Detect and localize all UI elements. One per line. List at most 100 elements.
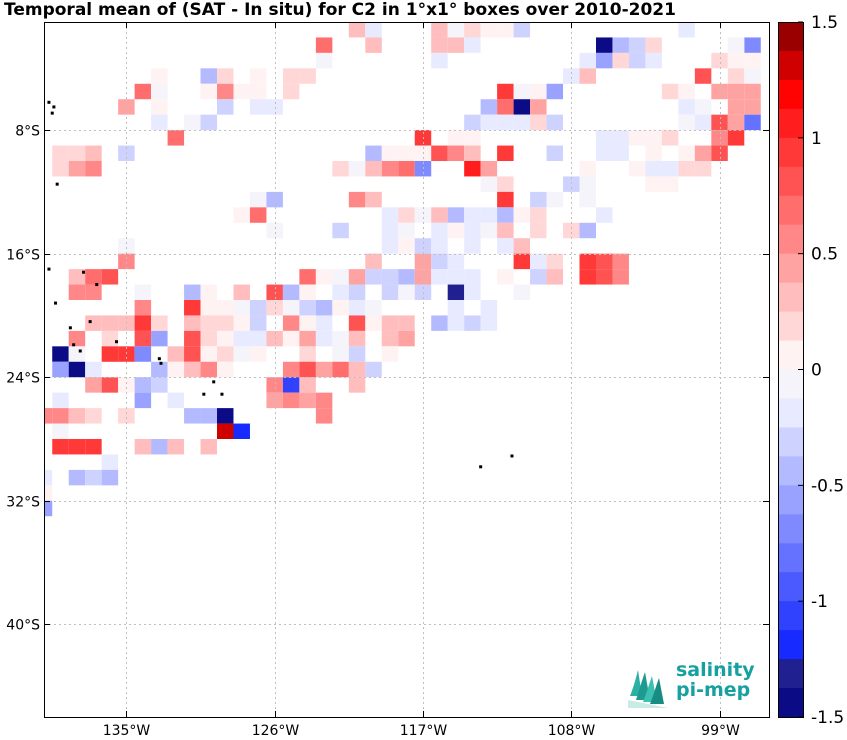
data-cell <box>332 284 349 300</box>
data-cell <box>431 315 448 331</box>
data-cell <box>282 284 300 300</box>
data-cell <box>217 330 234 347</box>
data-cell <box>579 253 596 270</box>
data-cell <box>85 145 102 161</box>
data-cell <box>299 346 316 362</box>
data-cell <box>595 130 613 146</box>
data-cell <box>480 207 498 223</box>
data-cell <box>711 52 728 69</box>
data-cell <box>464 114 481 131</box>
data-cell <box>266 191 283 208</box>
data-cell <box>299 330 316 347</box>
data-cell <box>431 269 448 285</box>
data-cell <box>513 99 531 115</box>
data-cell <box>447 130 465 146</box>
data-cell <box>711 130 728 146</box>
data-cell <box>266 377 283 393</box>
colorbar-step <box>778 137 803 168</box>
data-cell <box>184 300 201 316</box>
data-cell <box>282 330 300 347</box>
island-speck <box>68 326 72 330</box>
data-cell <box>134 83 152 100</box>
data-cell <box>249 330 267 347</box>
data-cell <box>200 346 218 362</box>
data-cell <box>480 315 498 331</box>
data-cell <box>727 114 745 131</box>
data-cell <box>365 269 382 285</box>
data-cell <box>661 161 679 177</box>
data-cell <box>414 284 432 300</box>
data-cell <box>381 346 399 362</box>
colorbar-step <box>778 572 803 602</box>
data-cell <box>497 83 514 100</box>
data-cell <box>530 269 547 285</box>
island-speck <box>159 361 163 365</box>
data-cell <box>530 222 547 239</box>
data-cell <box>85 469 102 486</box>
lon-tick-label: 108°W <box>548 723 596 739</box>
lon-tick-label: 117°W <box>400 723 448 739</box>
data-cell <box>744 114 761 131</box>
data-cell <box>200 361 218 378</box>
data-cell <box>85 361 102 378</box>
island-speck <box>78 349 82 353</box>
data-cell <box>167 392 185 409</box>
data-cell <box>480 176 498 192</box>
data-cell <box>200 315 218 331</box>
colorbar-step <box>778 22 803 52</box>
data-cell <box>184 361 201 378</box>
data-cell <box>200 330 218 347</box>
data-cell <box>118 99 135 115</box>
data-cell <box>151 99 168 115</box>
data-cell <box>513 284 531 300</box>
data-cell <box>282 377 300 393</box>
data-cell <box>101 346 119 362</box>
data-cell <box>85 284 102 300</box>
data-cell <box>480 99 498 115</box>
data-cell <box>414 145 432 161</box>
data-cell <box>184 114 201 131</box>
plot-area: 135°W 126°W 117°W 108°W 99°W 8°S 16°S 24°S 32°S… <box>6 22 770 739</box>
data-cell <box>480 114 498 131</box>
data-cell <box>414 130 432 146</box>
data-cell <box>151 114 168 131</box>
colorbar-step <box>778 311 803 342</box>
data-cell <box>348 300 366 316</box>
data-cell <box>447 207 465 223</box>
data-cell <box>530 191 547 208</box>
data-cell <box>381 238 399 254</box>
data-cell <box>447 315 465 331</box>
data-cell <box>332 330 349 347</box>
island-speck <box>50 111 54 115</box>
colorbar-step <box>778 79 803 110</box>
plot-frame <box>44 22 770 718</box>
data-cell <box>68 361 86 378</box>
data-cell <box>727 68 745 84</box>
data-cell <box>167 361 185 378</box>
data-cell <box>464 22 481 38</box>
colorbar-tick-label: -1 <box>811 592 828 612</box>
data-cell <box>645 161 662 177</box>
data-cell <box>497 22 514 38</box>
data-cell <box>365 145 382 161</box>
data-cell <box>151 377 168 393</box>
data-cell <box>447 222 465 239</box>
data-cell <box>744 52 761 69</box>
data-cell <box>85 161 102 177</box>
data-cell <box>217 315 234 331</box>
data-cell <box>414 207 432 223</box>
colorbar-step <box>778 398 803 428</box>
data-cell <box>44 485 53 501</box>
data-cell <box>381 161 399 177</box>
island-speck <box>47 267 51 271</box>
data-cell <box>431 207 448 223</box>
data-cell <box>315 37 333 53</box>
data-cell <box>134 439 152 455</box>
data-cell <box>299 269 316 285</box>
data-cell <box>282 361 300 378</box>
colorbar-step <box>778 659 803 689</box>
data-cell <box>464 161 481 177</box>
data-cell <box>694 68 712 84</box>
data-cell <box>348 161 366 177</box>
data-cell <box>678 145 695 161</box>
